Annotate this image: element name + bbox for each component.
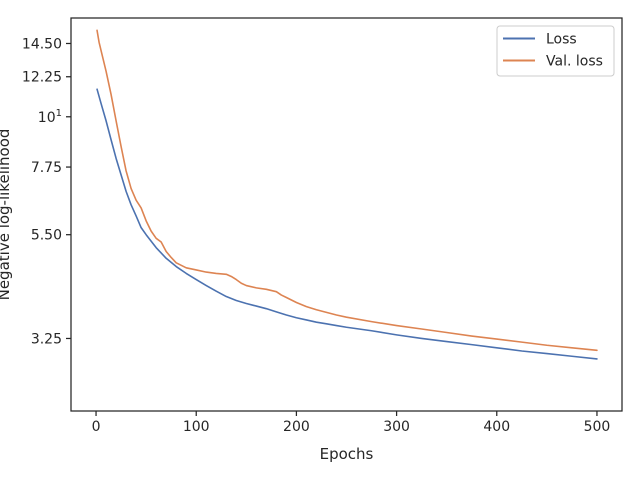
x-tick-label: 300 bbox=[383, 419, 410, 435]
x-tick-label: 200 bbox=[283, 419, 310, 435]
legend-label-loss: Loss bbox=[546, 32, 577, 48]
y-tick-label: 14.50 bbox=[22, 36, 62, 52]
x-axis: 0 100 200 300 400 500 bbox=[92, 411, 611, 435]
x-tick-label: 0 bbox=[92, 419, 101, 435]
y-tick-label: 5.50 bbox=[31, 228, 62, 244]
series-line-loss bbox=[96, 88, 598, 360]
y-tick-label: 3.25 bbox=[31, 331, 62, 347]
plot-area bbox=[70, 17, 623, 412]
y-tick-label: 101 bbox=[38, 108, 62, 126]
x-tick-label: 100 bbox=[183, 419, 210, 435]
series-layer bbox=[96, 29, 598, 360]
x-axis-label: Epochs bbox=[320, 445, 374, 463]
y-axis: 3.25 5.50 7.75 101 12.25 14.50 bbox=[22, 36, 71, 347]
x-tick-label: 500 bbox=[584, 419, 611, 435]
y-axis-label: Negative log-likelihood bbox=[0, 129, 13, 301]
legend-label-val-loss: Val. loss bbox=[546, 54, 603, 70]
series-line-val-loss bbox=[96, 29, 598, 352]
y-tick-label: 7.75 bbox=[31, 160, 62, 176]
legend: Loss Val. loss bbox=[496, 25, 615, 77]
y-tick-label: 12.25 bbox=[22, 70, 62, 86]
x-tick-label: 400 bbox=[483, 419, 510, 435]
